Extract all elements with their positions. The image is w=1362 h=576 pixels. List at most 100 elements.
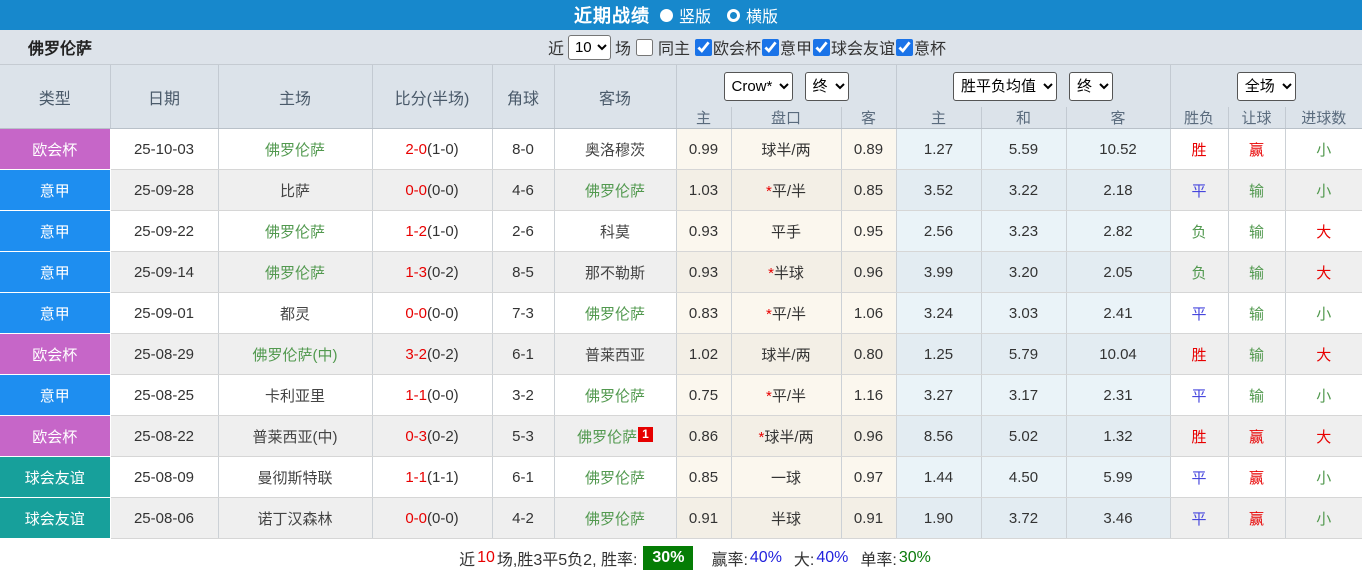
- avg-away-odds: 2.41: [1066, 292, 1171, 334]
- match-score: 1-1(0-0): [372, 374, 493, 416]
- bookmaker-select[interactable]: Crow*: [723, 71, 793, 101]
- match-row: 球会友谊 25-08-06 诺丁汉森林 0-0(0-0) 4-2 佛罗伦萨 0.91 半球 0.…: [0, 497, 1362, 539]
- handicap-result-cell: 赢: [1228, 497, 1286, 539]
- home-team[interactable]: 佛罗伦萨: [218, 251, 373, 293]
- avg-away-odds: 1.32: [1066, 415, 1171, 457]
- away-team[interactable]: 奥洛穆茨: [554, 128, 677, 170]
- scope-select[interactable]: 全场: [1236, 71, 1296, 101]
- avg-odds-select[interactable]: 胜平负均值: [953, 71, 1058, 101]
- home-odds: 0.75: [676, 374, 732, 416]
- column-header-away: 客场: [554, 65, 677, 129]
- competition-checkbox[interactable]: [813, 38, 831, 56]
- horizontal-layout-radio[interactable]: [727, 8, 740, 22]
- home-odds: 0.83: [676, 292, 732, 334]
- home-team[interactable]: 佛罗伦萨: [218, 128, 373, 170]
- corner-score: 8-0: [492, 128, 555, 170]
- match-row: 欧会杯 25-08-22 普莱西亚(中) 0-3(0-2) 5-3 佛罗伦萨 1 0.86 *球…: [0, 415, 1362, 457]
- column-header-score: 比分(半场): [372, 65, 493, 129]
- away-team[interactable]: 佛罗伦萨: [554, 497, 677, 539]
- match-row: 意甲 25-09-28 比萨 0-0(0-0) 4-6 佛罗伦萨 1.03 *平/半 0.85 3…: [0, 169, 1362, 211]
- result-cell: 胜: [1170, 128, 1229, 170]
- goals-result-cell: 小: [1285, 128, 1362, 170]
- handicap-line: 球半/两: [731, 333, 842, 375]
- fulltime-score: 0-3: [405, 427, 427, 445]
- halftime-score: (0-0): [427, 181, 459, 199]
- summary-record: 场,胜3平5负2, 胜率:: [496, 551, 638, 569]
- home-team[interactable]: 佛罗伦萨: [218, 210, 373, 252]
- home-team[interactable]: 普莱西亚(中): [218, 415, 373, 457]
- away-team[interactable]: 普莱西亚: [554, 333, 677, 375]
- away-odds: 0.80: [841, 333, 897, 375]
- competition-checkbox[interactable]: [896, 38, 914, 56]
- competition-label: 欧会杯: [712, 41, 761, 58]
- away-team[interactable]: 佛罗伦萨: [554, 456, 677, 498]
- avg-draw-odds: 3.17: [981, 374, 1067, 416]
- recent-count-select[interactable]: 10: [567, 34, 611, 60]
- handicap-line: *平/半: [731, 374, 842, 416]
- home-team[interactable]: 佛罗伦萨(中): [218, 333, 373, 375]
- vertical-layout-radio[interactable]: [659, 8, 673, 22]
- away-team[interactable]: 那不勒斯: [554, 251, 677, 293]
- sub-column-header: 和: [981, 107, 1067, 129]
- result-cell: 负: [1170, 251, 1229, 293]
- avg-state-select[interactable]: 终: [1069, 71, 1114, 101]
- away-team[interactable]: 佛罗伦萨: [554, 292, 677, 334]
- result-cell: 负: [1170, 210, 1229, 252]
- competition-checkbox[interactable]: [694, 38, 712, 56]
- avg-home-odds: 1.27: [896, 128, 982, 170]
- match-date: 25-09-28: [110, 169, 219, 211]
- match-score: 0-3(0-2): [372, 415, 493, 457]
- goals-result-cell: 小: [1285, 497, 1362, 539]
- avg-away-odds: 2.82: [1066, 210, 1171, 252]
- bookmaker-state-select[interactable]: 终: [804, 71, 849, 101]
- handicap-result-cell: 输: [1228, 251, 1286, 293]
- column-header-type: 类型: [0, 65, 111, 129]
- avg-away-odds: 2.31: [1066, 374, 1171, 416]
- halftime-score: (0-0): [427, 386, 459, 404]
- handicap-text: 半球: [770, 510, 801, 528]
- avg-draw-odds: 5.79: [981, 333, 1067, 375]
- home-team[interactable]: 诺丁汉森林: [218, 497, 373, 539]
- away-odds: 0.85: [841, 169, 897, 211]
- handicap-rate-value: 40%: [749, 548, 782, 566]
- home-team[interactable]: 都灵: [218, 292, 373, 334]
- away-team[interactable]: 科莫: [554, 210, 677, 252]
- handicap-line: *半球: [731, 251, 842, 293]
- league-badge: 意甲: [0, 374, 111, 416]
- match-date: 25-10-03: [110, 128, 219, 170]
- sub-column-header: 让球: [1228, 107, 1286, 129]
- match-score: 1-3(0-2): [372, 251, 493, 293]
- away-team-name: 奥洛穆茨: [584, 141, 645, 159]
- match-row: 意甲 25-09-01 都灵 0-0(0-0) 7-3 佛罗伦萨 0.83 *平/半 1.06 3…: [0, 292, 1362, 334]
- home-team[interactable]: 比萨: [218, 169, 373, 211]
- goals-result-cell: 大: [1285, 210, 1362, 252]
- corner-score: 5-3: [492, 415, 555, 457]
- sub-column-header: 主: [896, 107, 982, 129]
- away-team[interactable]: 佛罗伦萨: [554, 374, 677, 416]
- sub-column-header: 主: [676, 107, 732, 129]
- avg-draw-odds: 3.23: [981, 210, 1067, 252]
- home-team[interactable]: 曼彻斯特联: [218, 456, 373, 498]
- handicap-star: *: [768, 264, 774, 282]
- handicap-result-cell: 输: [1228, 292, 1286, 334]
- same-home-checkbox[interactable]: [635, 38, 653, 56]
- handicap-text: 球半/两: [761, 346, 811, 364]
- away-team-name: 佛罗伦萨: [584, 305, 645, 323]
- vertical-layout-label[interactable]: 竖版: [678, 9, 711, 26]
- result-cell: 平: [1170, 374, 1229, 416]
- fulltime-score: 1-2: [405, 222, 427, 240]
- away-team[interactable]: 佛罗伦萨: [554, 169, 677, 211]
- halftime-score: (0-2): [427, 263, 459, 281]
- handicap-text: 一球: [770, 469, 801, 487]
- league-badge: 欧会杯: [0, 333, 111, 375]
- competition-checkbox[interactable]: [762, 38, 779, 56]
- recent-label: 近: [547, 41, 564, 58]
- home-team[interactable]: 卡利亚里: [218, 374, 373, 416]
- handicap-star: *: [765, 387, 772, 405]
- sub-column-header: 盘口: [731, 107, 842, 129]
- handicap-line: *球半/两: [731, 415, 842, 457]
- result-cell: 平: [1170, 497, 1229, 539]
- away-team-name: 佛罗伦萨: [584, 469, 645, 487]
- away-team[interactable]: 佛罗伦萨 1: [554, 415, 677, 457]
- horizontal-layout-label[interactable]: 横版: [746, 9, 779, 26]
